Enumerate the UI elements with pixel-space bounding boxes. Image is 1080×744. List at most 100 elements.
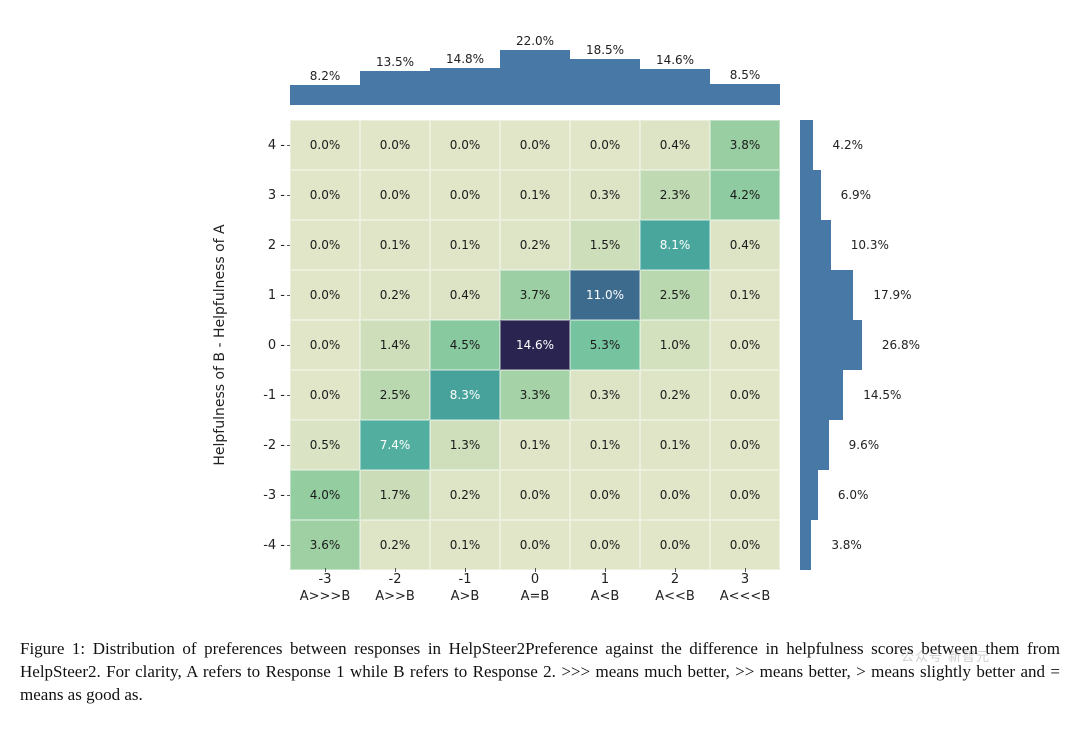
x-tick-label: 0A=B xyxy=(500,572,570,606)
x-tick-numeric: -3 xyxy=(290,572,360,589)
top-hist-bar-rect xyxy=(570,59,640,105)
top-hist-bar-rect xyxy=(710,84,780,105)
heatmap-cell: 0.0% xyxy=(640,470,710,520)
heatmap-cell: 4.2% xyxy=(710,170,780,220)
x-tick-label: -1A>B xyxy=(430,572,500,606)
top-hist-bar: 14.8% xyxy=(430,25,500,105)
right-hist-bar-label: 10.3% xyxy=(851,238,889,252)
heatmap-cell: 2.3% xyxy=(640,170,710,220)
top-hist-bar: 13.5% xyxy=(360,25,430,105)
top-hist-bar-rect xyxy=(640,69,710,106)
top-hist-bar-rect xyxy=(500,50,570,105)
heatmap-cell: 0.0% xyxy=(500,470,570,520)
heatmap-cell: 0.0% xyxy=(290,220,360,270)
x-tick-numeric: 3 xyxy=(710,572,780,589)
heatmap-cell: 11.0% xyxy=(570,270,640,320)
y-tick-label: 2 - xyxy=(250,220,285,270)
heatmap-cell: 1.5% xyxy=(570,220,640,270)
x-tick-label: -2A>>B xyxy=(360,572,430,606)
heatmap-cell: 1.7% xyxy=(360,470,430,520)
x-tick-numeric: -2 xyxy=(360,572,430,589)
heatmap-cell: 8.3% xyxy=(430,370,500,420)
y-axis-title: Helpfulness of B - Helpfulness of A xyxy=(212,224,228,465)
right-hist-bar: 14.5% xyxy=(800,370,920,420)
x-tick-preference: A=B xyxy=(500,589,570,606)
right-hist-bar: 10.3% xyxy=(800,220,920,270)
heatmap-cell: 0.0% xyxy=(360,120,430,170)
heatmap-cell: 0.0% xyxy=(290,170,360,220)
heatmap-cell: 0.0% xyxy=(500,120,570,170)
heatmap-cell: 1.0% xyxy=(640,320,710,370)
figure-container: 8.2% 13.5% 14.8% 22.0% 18.5%14.6% 8.5% 4.2% 6.… xyxy=(20,20,1060,707)
top-hist-bar-label: 8.2% xyxy=(310,69,341,83)
heatmap-cell: 0.1% xyxy=(640,420,710,470)
heatmap-cell: 4.0% xyxy=(290,470,360,520)
right-hist-bar: 6.0% xyxy=(800,470,920,520)
top-hist-bar-label: 13.5% xyxy=(376,55,414,69)
right-hist-bar: 6.9% xyxy=(800,170,920,220)
watermark-text: 公众号 新智元 xyxy=(901,646,990,665)
heatmap-cell: 0.2% xyxy=(360,520,430,570)
heatmap-cell: 0.2% xyxy=(430,470,500,520)
heatmap-cell: 3.8% xyxy=(710,120,780,170)
heatmap-cell: 3.6% xyxy=(290,520,360,570)
x-tick-numeric: 0 xyxy=(500,572,570,589)
heatmap-cell: 0.0% xyxy=(710,520,780,570)
heatmap-cell: 0.2% xyxy=(360,270,430,320)
x-tick-label: 3A<<<B xyxy=(710,572,780,606)
heatmap-cell: 0.0% xyxy=(570,120,640,170)
y-axis-ticks: 4 -3 -2 -1 -0 --1 --2 --3 --4 - xyxy=(250,120,285,570)
x-tick-numeric: 2 xyxy=(640,572,710,589)
top-hist-bar: 8.2% xyxy=(290,25,360,105)
y-tick-label: -1 - xyxy=(250,370,285,420)
top-hist-bar: 22.0% xyxy=(500,25,570,105)
top-hist-bar: 14.6% xyxy=(640,25,710,105)
right-hist-bar-label: 26.8% xyxy=(882,338,920,352)
x-tick-preference: A<<<B xyxy=(710,589,780,606)
heatmap-cell: 0.0% xyxy=(430,120,500,170)
right-hist-bar-rect xyxy=(800,170,821,220)
top-hist-bar-rect xyxy=(290,85,360,106)
x-tick-preference: A>>>B xyxy=(290,589,360,606)
y-tick-label: 4 - xyxy=(250,120,285,170)
right-hist-bar: 4.2% xyxy=(800,120,920,170)
chart-area: 8.2% 13.5% 14.8% 22.0% 18.5%14.6% 8.5% 4.2% 6.… xyxy=(20,20,1020,620)
heatmap-cell: 0.4% xyxy=(640,120,710,170)
heatmap-cell: 0.1% xyxy=(710,270,780,320)
y-tick-label: -2 - xyxy=(250,420,285,470)
heatmap-cell: 4.5% xyxy=(430,320,500,370)
heatmap-cell: 0.0% xyxy=(570,520,640,570)
heatmap-cell: 0.0% xyxy=(710,420,780,470)
heatmap-cell: 0.1% xyxy=(430,220,500,270)
heatmap-cell: 2.5% xyxy=(640,270,710,320)
top-hist-bar-label: 22.0% xyxy=(516,34,554,48)
heatmap-cell: 0.1% xyxy=(570,420,640,470)
right-hist-bar-rect xyxy=(800,270,853,320)
right-hist-bar-label: 4.2% xyxy=(833,138,864,152)
top-marginal-histogram: 8.2% 13.5% 14.8% 22.0% 18.5%14.6% 8.5% xyxy=(290,25,780,105)
heatmap-cell: 0.0% xyxy=(290,120,360,170)
heatmap-cell: 0.0% xyxy=(710,370,780,420)
y-tick-label: -4 - xyxy=(250,520,285,570)
x-tick-preference: A>>B xyxy=(360,589,430,606)
top-hist-bar-rect xyxy=(430,68,500,105)
x-tick-preference: A<B xyxy=(570,589,640,606)
top-hist-bar-rect xyxy=(360,71,430,105)
heatmap-cell: 8.1% xyxy=(640,220,710,270)
right-hist-bar-label: 3.8% xyxy=(831,538,862,552)
y-tick-label: 1 - xyxy=(250,270,285,320)
heatmap-cell: 3.3% xyxy=(500,370,570,420)
heatmap-cell: 0.0% xyxy=(710,320,780,370)
top-hist-bar-label: 8.5% xyxy=(730,68,761,82)
heatmap-cell: 0.1% xyxy=(500,170,570,220)
heatmap-cell: 0.0% xyxy=(570,470,640,520)
right-hist-bar-rect xyxy=(800,520,811,570)
right-hist-bar: 17.9% xyxy=(800,270,920,320)
top-hist-bar: 18.5% xyxy=(570,25,640,105)
x-axis-ticks: -3A>>>B-2A>>B-1A>B0A=B1A<B2A<<B3A<<<B xyxy=(290,572,780,606)
heatmap-cell: 0.4% xyxy=(430,270,500,320)
heatmap-cell: 1.3% xyxy=(430,420,500,470)
heatmap-cell: 3.7% xyxy=(500,270,570,320)
heatmap-cell: 0.1% xyxy=(430,520,500,570)
right-hist-bar-label: 9.6% xyxy=(849,438,880,452)
